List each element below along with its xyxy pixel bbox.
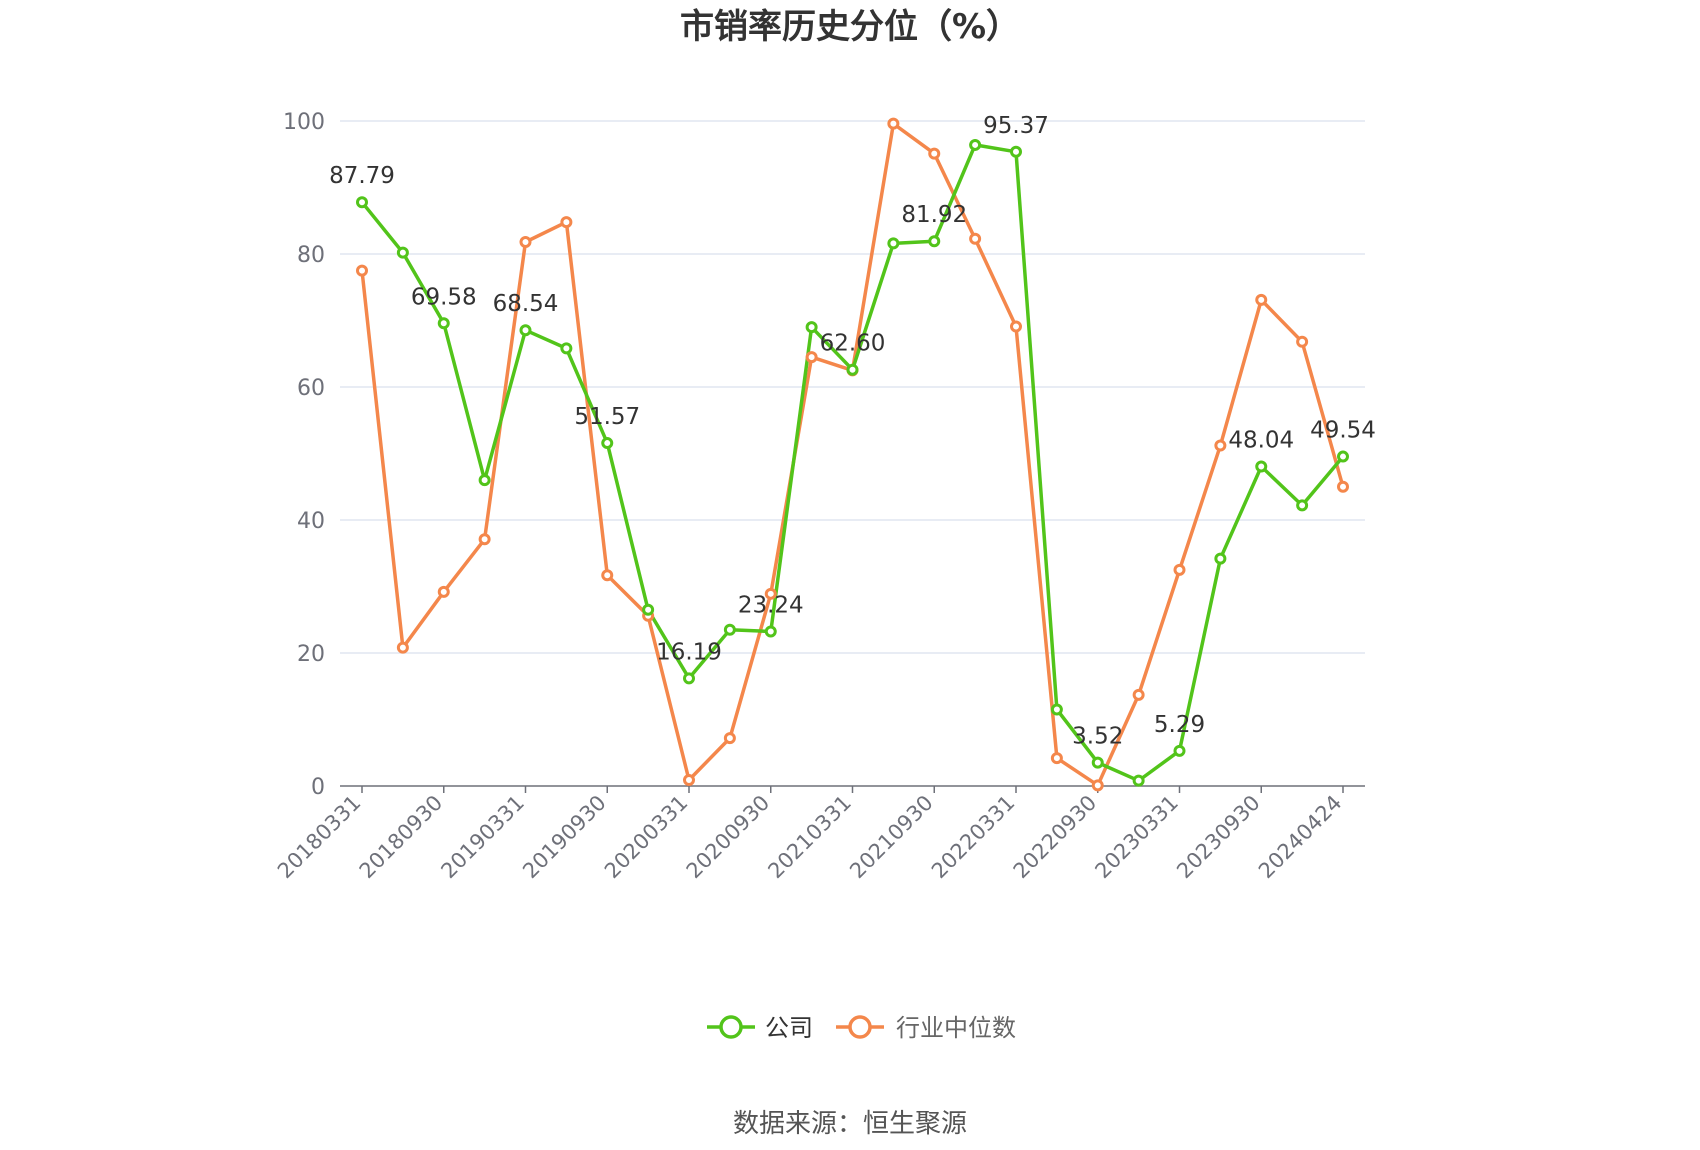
series-points: [356, 117, 1349, 792]
data-point: [1255, 293, 1268, 306]
data-point: [969, 138, 982, 151]
legend[interactable]: 公司 行业中位数: [707, 1014, 1016, 1042]
data-point: [1010, 320, 1022, 333]
data-point: [1132, 774, 1145, 787]
x-tick-label: 20200930: [682, 791, 775, 884]
data-point: [560, 342, 573, 355]
data-point: [1091, 779, 1104, 792]
data-point: [560, 216, 573, 229]
x-tick-label: 20230331: [1090, 791, 1183, 884]
x-tick-label: 20200331: [600, 791, 693, 884]
data-point: [1296, 499, 1309, 512]
series-lines: [360, 121, 1345, 788]
x-tick-label: 20190331: [436, 791, 529, 884]
data-label: 3.52: [1072, 724, 1123, 750]
grid: [340, 120, 1365, 654]
data-point: [683, 672, 695, 685]
data-point: [1010, 145, 1022, 158]
data-point: [437, 317, 450, 330]
y-tick-label: 60: [297, 376, 325, 401]
data-point: [683, 774, 695, 787]
data-point: [887, 117, 900, 130]
data-point: [356, 264, 368, 277]
y-axis: 0 20 40 60 80 100: [283, 110, 325, 800]
x-tick-label: 20240424: [1254, 791, 1347, 884]
data-point: [437, 585, 450, 598]
data-point: [805, 351, 818, 364]
data-point: [642, 603, 655, 616]
series-line-1: [360, 121, 1345, 788]
x-tick-label: 20220331: [927, 791, 1020, 884]
data-point: [1132, 688, 1145, 701]
legend-label: 行业中位数: [896, 1014, 1016, 1042]
data-label: 69.58: [411, 284, 477, 310]
data-point: [969, 232, 982, 245]
data-label: 68.54: [493, 291, 559, 317]
legend-marker: [848, 1015, 872, 1039]
x-tick-label: 20230930: [1172, 791, 1265, 884]
data-label: 49.54: [1310, 418, 1376, 444]
data-point: [723, 623, 736, 636]
data-point: [519, 324, 532, 337]
data-label: 87.79: [329, 163, 395, 189]
y-tick-label: 100: [283, 110, 325, 135]
data-label: 95.37: [983, 113, 1049, 139]
y-tick-label: 80: [297, 243, 325, 268]
data-label: 81.92: [901, 202, 967, 228]
data-point: [1255, 460, 1268, 473]
data-point: [1296, 335, 1309, 348]
data-point: [519, 236, 532, 249]
data-point: [478, 474, 491, 487]
legend-label: 公司: [765, 1014, 813, 1042]
data-label: 51.57: [574, 404, 640, 430]
data-point: [1214, 552, 1227, 565]
data-point: [764, 587, 777, 600]
y-tick-label: 0: [311, 775, 325, 800]
data-point: [846, 363, 859, 376]
x-tick-label: 20210930: [845, 791, 938, 884]
data-point: [601, 569, 614, 582]
data-point: [1173, 563, 1186, 576]
data-point: [1337, 450, 1349, 463]
data-label: 5.29: [1154, 712, 1205, 738]
data-point: [478, 533, 491, 546]
source-note: 数据来源：恒生聚源: [733, 1109, 967, 1139]
x-axis: 2018033120180930201903312019093020200331…: [273, 785, 1365, 884]
legend-item-company[interactable]: 公司: [707, 1014, 813, 1042]
data-point: [887, 237, 900, 250]
data-point: [1050, 703, 1063, 716]
data-point: [1091, 756, 1104, 769]
data-label: 23.24: [738, 592, 804, 618]
x-tick-label: 20190930: [518, 791, 611, 884]
legend-marker: [719, 1015, 743, 1039]
x-tick-label: 20210331: [763, 791, 856, 884]
data-labels: 87.79 69.58 68.54 51.57 16.19 23.24 62.60 81.92…: [329, 113, 1376, 750]
x-tick-label: 20180930: [355, 791, 448, 884]
series-line-0: [360, 143, 1345, 783]
data-point: [601, 437, 614, 450]
data-point: [805, 321, 818, 334]
legend-item-industry-median[interactable]: 行业中位数: [836, 1014, 1016, 1042]
data-point: [723, 732, 736, 745]
data-point: [928, 147, 941, 160]
data-label: 16.19: [656, 639, 722, 665]
data-point: [396, 246, 409, 259]
data-point: [1337, 480, 1349, 493]
data-label: 48.04: [1228, 428, 1294, 454]
data-point: [1214, 439, 1227, 452]
x-tick-label: 20180331: [273, 791, 366, 884]
data-point: [1050, 752, 1063, 765]
data-point: [396, 641, 409, 654]
data-point: [764, 625, 777, 638]
x-tick-label: 20220930: [1009, 791, 1102, 884]
data-point: [356, 196, 368, 209]
data-point: [928, 235, 941, 248]
y-tick-label: 40: [297, 509, 325, 534]
data-label: 62.60: [820, 331, 886, 357]
data-point: [1173, 744, 1186, 757]
chart-title: 市销率历史分位（%）: [680, 7, 1020, 47]
y-tick-label: 20: [297, 642, 325, 667]
